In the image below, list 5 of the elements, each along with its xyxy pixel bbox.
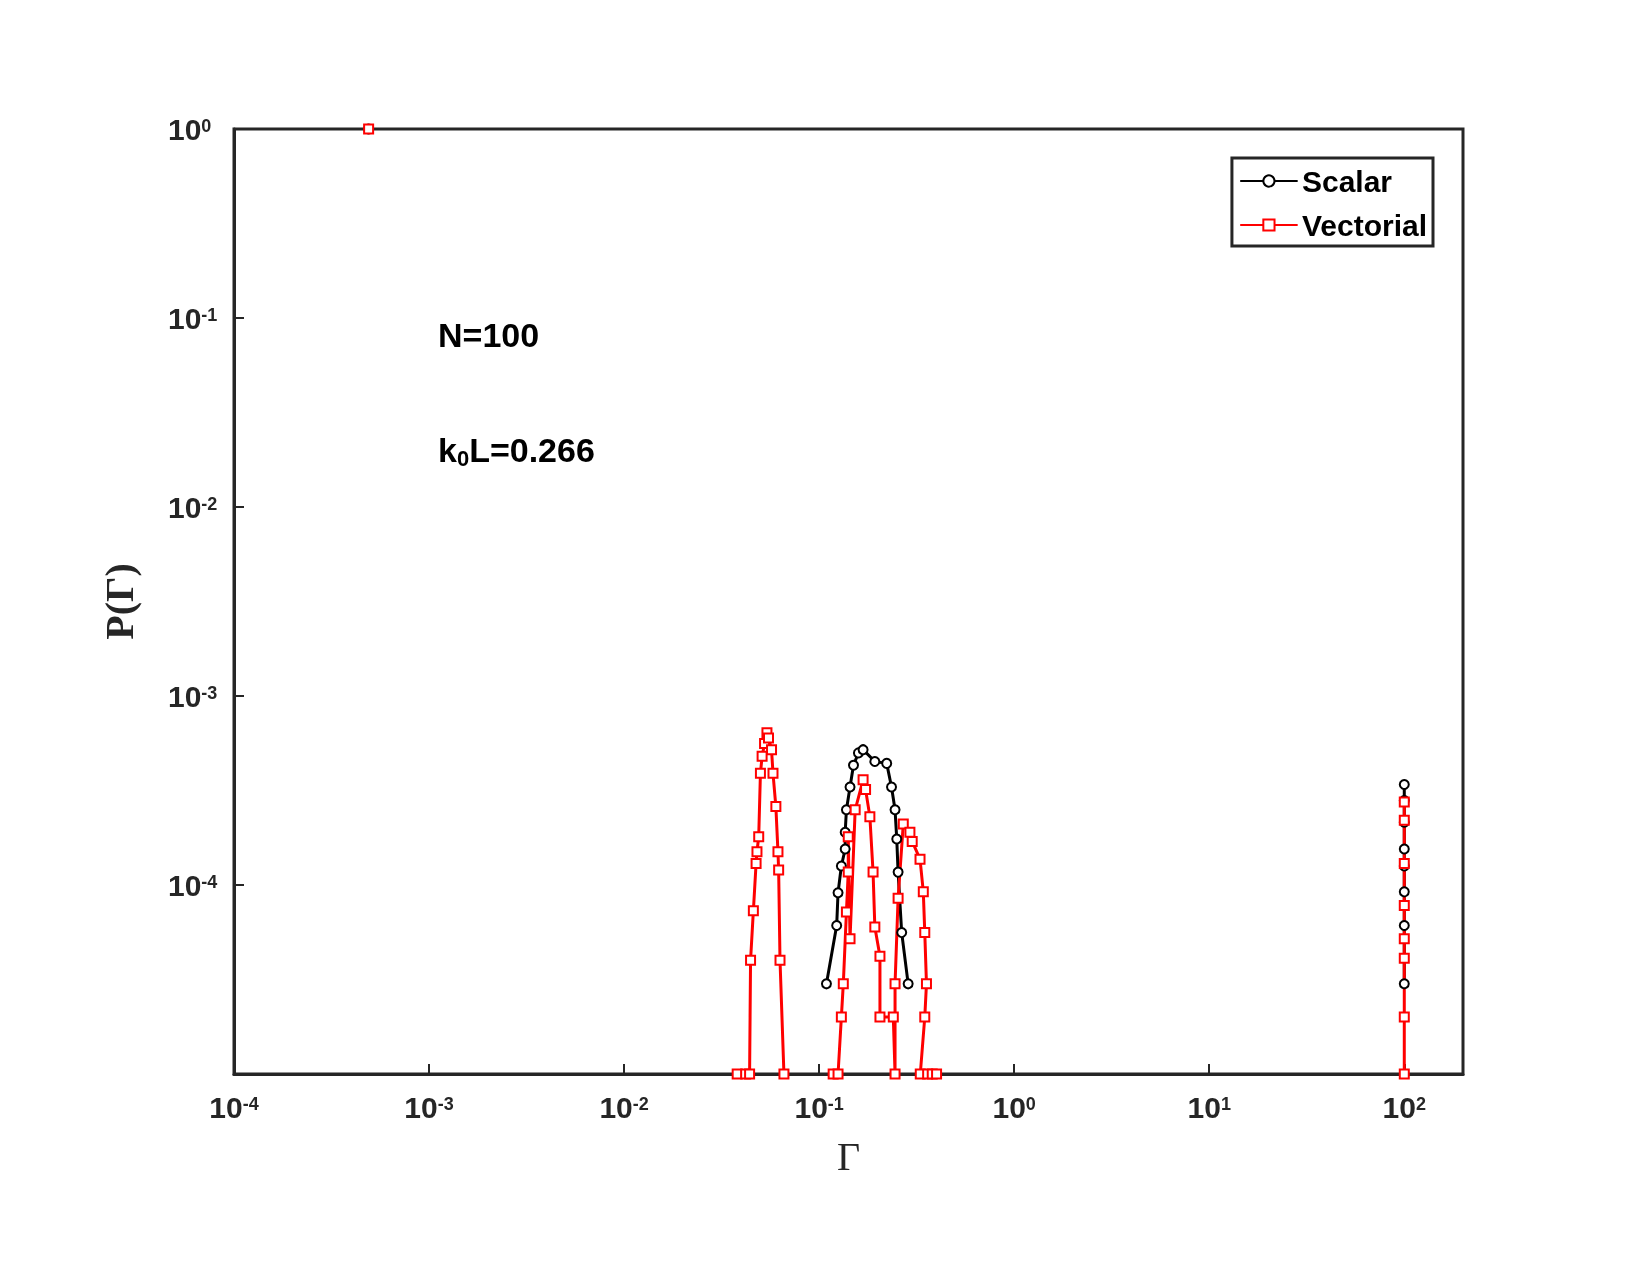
legend-label: Vectorial bbox=[1301, 208, 1428, 242]
y-axis-title: P(Γ) bbox=[96, 563, 142, 640]
legend-label: Scalar bbox=[1301, 164, 1393, 198]
x-axis-title: Γ bbox=[836, 1133, 861, 1179]
annotation: N=100 bbox=[438, 316, 540, 354]
